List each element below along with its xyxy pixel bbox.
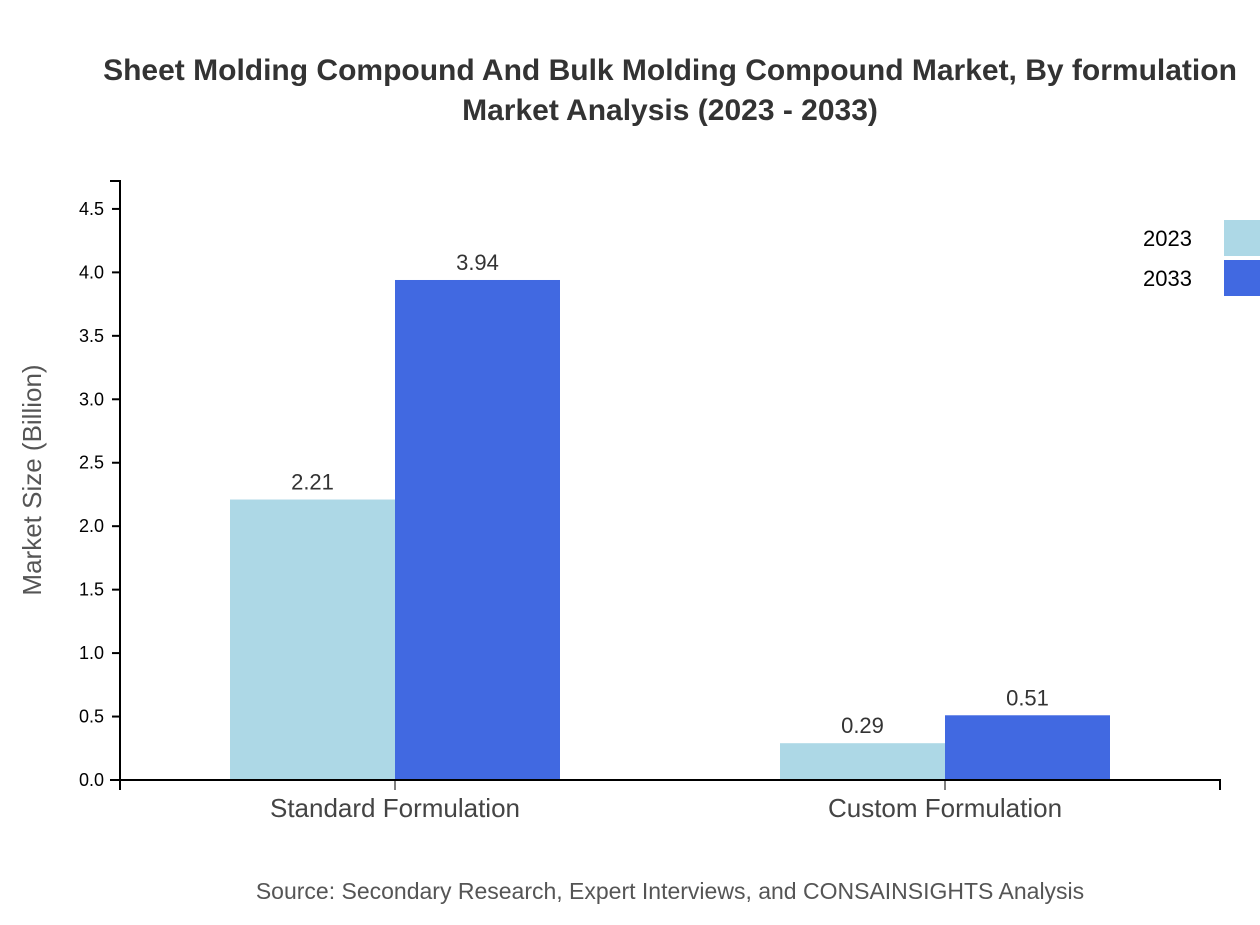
bar-2023-1 bbox=[780, 743, 945, 780]
legend-label-2033: 2033 bbox=[1143, 266, 1192, 291]
y-axis-label: Market Size (Billion) bbox=[17, 364, 47, 595]
y-tick-label: 0.0 bbox=[79, 770, 104, 790]
source-note: Source: Secondary Research, Expert Inter… bbox=[256, 878, 1084, 904]
legend: 2023 2033 bbox=[1143, 220, 1260, 296]
legend-swatch-2023 bbox=[1224, 220, 1260, 256]
bar-2033-0 bbox=[395, 279, 560, 780]
y-tick-label: 4.0 bbox=[79, 262, 104, 282]
y-tick-label: 1.0 bbox=[79, 643, 104, 663]
y-tick-label: 3.0 bbox=[79, 389, 104, 409]
y-tick-label: 0.5 bbox=[79, 707, 104, 727]
x-tick-label: Custom Formulation bbox=[828, 793, 1062, 823]
y-tick-label: 1.5 bbox=[79, 580, 104, 600]
y-axis: 0.0 0.5 1.0 1.5 2.0 2.5 3.0 3.5 4.0 4.5 bbox=[79, 180, 121, 790]
x-axis: Standard Formulation Custom Formulation bbox=[119, 779, 1221, 823]
y-tick-label: 2.5 bbox=[79, 453, 104, 473]
chart-title-line-1: Sheet Molding Compound And Bulk Molding … bbox=[103, 54, 1237, 87]
x-axis-line bbox=[119, 779, 1221, 790]
y-tick-label: 3.5 bbox=[79, 326, 104, 346]
legend-label-2023: 2023 bbox=[1143, 226, 1192, 251]
bars-group: 2.21 3.94 0.29 0.51 bbox=[230, 250, 1110, 780]
y-tick-label: 4.5 bbox=[79, 199, 104, 219]
bar-2033-1 bbox=[945, 715, 1110, 780]
y-tick-label: 2.0 bbox=[79, 516, 104, 536]
legend-swatch-2033 bbox=[1224, 260, 1260, 296]
data-label: 0.51 bbox=[1006, 685, 1049, 710]
data-label: 0.29 bbox=[841, 713, 884, 738]
data-label: 3.94 bbox=[456, 250, 499, 275]
bar-2023-0 bbox=[230, 499, 395, 780]
x-tick-label: Standard Formulation bbox=[270, 793, 520, 823]
y-axis-line bbox=[110, 180, 121, 781]
chart-title-line-2: Market Analysis (2023 - 2033) bbox=[462, 94, 878, 127]
data-label: 2.21 bbox=[291, 470, 334, 495]
